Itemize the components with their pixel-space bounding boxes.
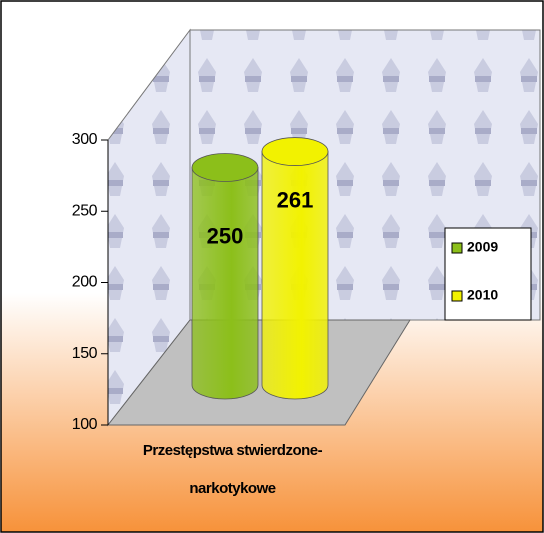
y-tick-label: 100 [72,416,98,433]
y-tick-label: 150 [72,345,98,362]
legend-label: 2009 [467,239,498,255]
data-label: 261 [277,187,314,212]
data-label: 250 [207,223,244,248]
y-tick-label: 200 [72,274,98,291]
legend-label: 2010 [467,287,498,303]
bar-top [261,137,329,166]
y-tick-label: 300 [72,131,98,148]
legend-swatch [451,290,463,302]
floor [106,319,411,426]
legend-swatch [451,242,463,254]
y-tick-label: 250 [72,202,98,219]
bar [261,151,329,400]
bar-top [191,153,259,182]
bar [191,167,259,400]
x-tick-label: Przestępstwa stwierdzone-narkotykowe [142,442,323,497]
